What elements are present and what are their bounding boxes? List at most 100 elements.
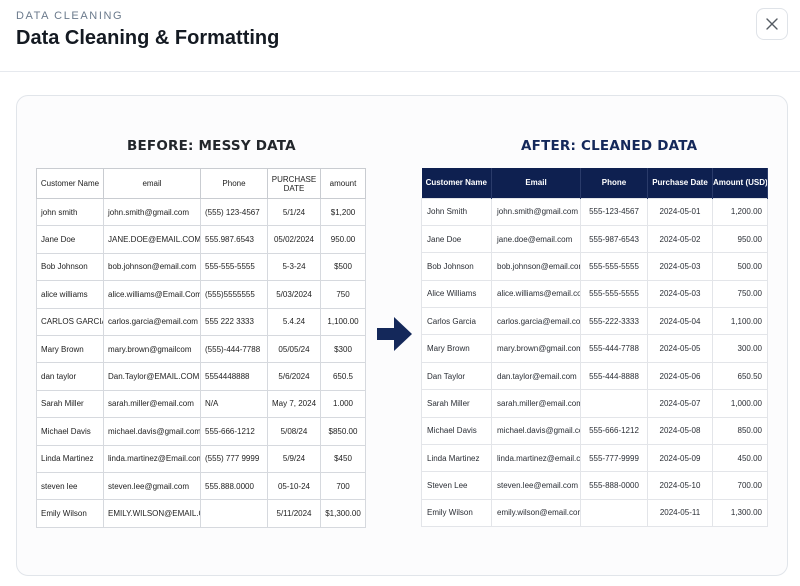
before-table-cell: 555.888.0000 (200, 471, 268, 501)
after-table-cell: sarah.miller@email.com (491, 389, 581, 418)
after-column-header: Email (491, 168, 581, 198)
before-title: BEFORE: MESSY DATA (127, 138, 296, 154)
after-table-row: Jane Doe jane.doe@email.com 555-987-6543 20… (421, 224, 768, 254)
before-table-cell: 05/05/24 (267, 334, 321, 364)
before-table-cell: 5/08/24 (267, 417, 321, 446)
before-table-cell: JANE.DOE@EMAIL.COM (103, 225, 201, 254)
before-table-cell: 05-10-24 (267, 471, 321, 501)
after-table-cell: 555-987-6543 (580, 224, 648, 254)
before-table-row: john smith john.smith@gmail.com (555) 123-… (36, 197, 366, 227)
before-table-cell: 5-3-24 (267, 252, 321, 282)
page-title: Data Cleaning & Formatting (16, 27, 280, 49)
after-table: Customer Name Email Phone Purchase Date Amou… (421, 168, 768, 528)
after-table-cell: steven.lee@email.com (491, 471, 581, 500)
after-column-header: Purchase Date (647, 168, 713, 198)
before-table-cell: (555)5555555 (200, 280, 268, 309)
after-column-header: Customer Name (421, 168, 492, 198)
after-table-cell: 2024-05-03 (647, 279, 713, 309)
before-table-cell: mary.brown@gmailcom (103, 334, 201, 364)
after-table-cell: mary.brown@gmail.com (491, 334, 581, 363)
before-table-cell: N/A (200, 389, 268, 419)
before-table-row: CARLOS GARCIA carlos.garcia@email.com 555 … (36, 307, 366, 336)
before-table-cell: 5/03/2024 (267, 280, 321, 309)
after-table-row: Bob Johnson bob.johnson@email.com 555-555-… (421, 252, 768, 281)
before-table-cell: (555) 123-4567 (200, 197, 268, 227)
before-table-cell: dan taylor (36, 362, 104, 391)
before-column-header: email (103, 168, 201, 199)
before-table-cell: 1,100.00 (320, 307, 366, 336)
before-table-row: steven lee steven.lee@gmail.com 555.888.00… (36, 471, 366, 501)
after-table-cell: 650.50 (712, 361, 768, 391)
after-table-cell: 2024-05-08 (647, 416, 713, 446)
after-table-cell: 500.00 (712, 252, 768, 281)
before-table-cell: 05/02/2024 (267, 225, 321, 254)
after-table-cell: 2024-05-05 (647, 334, 713, 363)
after-table-cell: 1,000.00 (712, 389, 768, 418)
before-table-cell: 555.987.6543 (200, 225, 268, 254)
after-table-cell: 2024-05-07 (647, 389, 713, 418)
after-table-cell: dan.taylor@email.com (491, 361, 581, 391)
before-table-row: Linda Martinez linda.martinez@Email.com (5… (36, 444, 366, 473)
after-table-row: John Smith john.smith@gmail.com 555-123-45… (421, 197, 768, 226)
after-table-cell: Alice Williams (421, 279, 492, 309)
after-table-cell: 750.00 (712, 279, 768, 309)
after-table-cell: 950.00 (712, 224, 768, 254)
after-table-cell: 2024-05-11 (647, 498, 713, 528)
before-table-cell: 750 (320, 280, 366, 309)
before-table-cell: steven lee (36, 471, 104, 501)
before-table-cell: 5/1/24 (267, 197, 321, 227)
after-table-cell: Dan Taylor (421, 361, 492, 391)
before-table-cell: EMILY.WILSON@EMAIL.COM (103, 499, 201, 528)
after-table-cell: Linda Martinez (421, 444, 492, 473)
after-table-cell: 850.00 (712, 416, 768, 446)
after-table-row: Alice Williams alice.williams@email.com 55… (421, 279, 768, 309)
after-column-header: Amount (USD) (712, 168, 768, 198)
before-table-cell: 700 (320, 471, 366, 501)
after-table-cell: carlos.garcia@email.com (491, 307, 581, 336)
after-table-cell: John Smith (421, 197, 492, 226)
after-table-row: Michael Davismichael.davis@gmail.com555-… (421, 416, 768, 446)
after-table-cell: 2024-05-04 (647, 307, 713, 336)
after-table-cell: Sarah Miller (421, 389, 492, 418)
before-table-cell: john.smith@gmail.com (103, 197, 201, 227)
before-table-cell: 555-555-5555 (200, 252, 268, 282)
before-table-cell: michael.davis@gmail.com (103, 417, 201, 446)
after-table-cell: 1,200.00 (712, 197, 768, 226)
after-table-cell: 2024-05-09 (647, 444, 713, 473)
after-table-cell: michael.davis@gmail.com (491, 416, 581, 446)
before-table-row: dan taylor Dan.Taylor@EMAIL.COM 5554448888… (36, 362, 366, 391)
before-table-row: Mary Brown mary.brown@gmailcom (555)-444-7… (36, 334, 366, 364)
before-table-cell: Mary Brown (36, 334, 104, 364)
close-icon (766, 18, 778, 30)
after-column-header: Phone (580, 168, 648, 198)
close-button[interactable] (756, 8, 788, 40)
before-table-cell: 1.000 (320, 389, 366, 419)
before-table-cell: 5554448888 (200, 362, 268, 391)
after-table-cell (580, 389, 648, 418)
after-table-cell: Bob Johnson (421, 252, 492, 281)
before-table-cell: Emily Wilson (36, 499, 104, 528)
after-table-cell: Michael Davis (421, 416, 492, 446)
before-table-cell: Dan.Taylor@EMAIL.COM (103, 362, 201, 391)
after-table-cell: 555-444-8888 (580, 361, 648, 391)
after-table-cell: jane.doe@email.com (491, 224, 581, 254)
after-table-cell: emily.wilson@email.com (491, 498, 581, 528)
before-table-cell: Linda Martinez (36, 444, 104, 473)
after-table-cell: 2024-05-02 (647, 224, 713, 254)
before-table-cell: $850.00 (320, 417, 366, 446)
before-table: Customer Name email Phone PURCHASE DATE amou… (36, 168, 366, 528)
before-table-cell: 650.5 (320, 362, 366, 391)
before-table-cell: 5/11/2024 (267, 499, 321, 528)
after-table-cell: 2024-05-06 (647, 361, 713, 391)
after-table-cell: Jane Doe (421, 224, 492, 254)
after-table-cell: 2024-05-01 (647, 197, 713, 226)
before-table-cell: 555-666-1212 (200, 417, 268, 446)
after-table-cell: alice.williams@email.com (491, 279, 581, 309)
before-table-row: Michael Davis michael.davis@gmail.com 555-… (36, 417, 366, 446)
before-table-cell: $1,200 (320, 197, 366, 227)
before-table-cell: john smith (36, 197, 104, 227)
before-table-cell: Jane Doe (36, 225, 104, 254)
after-table-cell: 555-555-5555 (580, 252, 648, 281)
before-table-row: Jane Doe JANE.DOE@EMAIL.COM 555.987.6543 05… (36, 225, 366, 254)
